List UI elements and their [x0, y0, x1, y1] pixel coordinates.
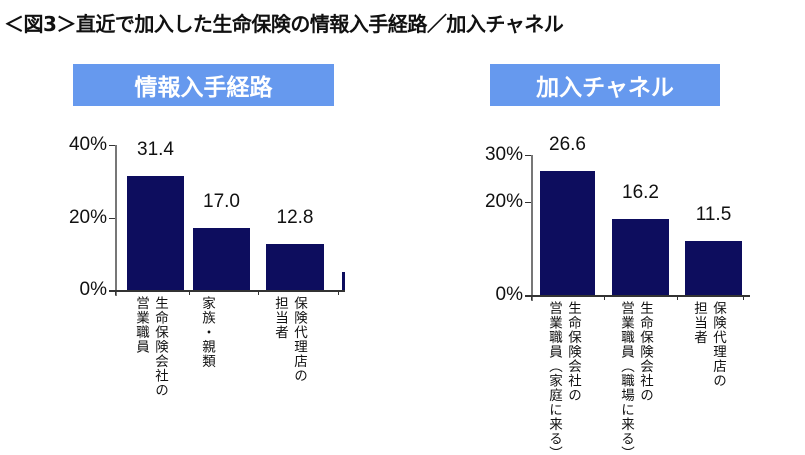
y-axis: [115, 145, 117, 296]
x-tick: [531, 295, 532, 300]
x-tick: [188, 290, 190, 295]
x-tick-label: 生命保険会社の 営業職員（職場に来る）: [618, 301, 653, 455]
data-label: 17.0: [203, 191, 240, 213]
x-tick-label: 生命保険会社の 営業職員（家庭に来る）: [546, 301, 581, 455]
y-tick-label: 40%: [68, 134, 107, 155]
y-tick-label: 0%: [495, 284, 523, 305]
data-label: 26.6: [549, 133, 586, 155]
y-tick-label: 0%: [79, 279, 107, 300]
figure-title: ＜図3＞直近で加入した生命保険の情報入手経路／加入チャネル: [4, 12, 564, 36]
x-tick: [677, 295, 678, 300]
y-tick: [109, 290, 115, 291]
x-tick: [743, 295, 744, 300]
chart-1-title-banner: 情報入手経路: [73, 64, 334, 106]
x-tick-label: 保険代理店の 担当者: [272, 296, 307, 383]
y-tick: [109, 145, 115, 146]
x-tick-label: 生命保険会社の 営業職員: [133, 296, 168, 398]
x-axis: [525, 295, 750, 297]
bar: [193, 228, 250, 290]
x-tick: [258, 290, 259, 295]
x-tick: [338, 290, 339, 295]
y-tick: [109, 217, 115, 219]
bar: [127, 176, 184, 290]
bar: [266, 243, 324, 290]
bar: [612, 219, 669, 295]
x-tick-label: 家族・親類: [199, 296, 215, 369]
data-label: 16.2: [622, 182, 659, 204]
y-tick: [525, 295, 531, 296]
y-tick-label: 30%: [484, 144, 523, 165]
data-label: 31.4: [137, 139, 174, 161]
bar-partial: [342, 272, 345, 290]
x-tick: [603, 295, 605, 300]
y-axis: [531, 155, 533, 301]
y-tick-label: 20%: [68, 206, 107, 228]
data-label: 12.8: [276, 206, 314, 228]
x-axis: [109, 290, 345, 292]
bar: [540, 170, 595, 295]
y-tick: [525, 201, 531, 203]
data-label: 11.5: [695, 204, 732, 226]
x-tick-label: 保険代理店の 担当者: [691, 301, 726, 388]
bar: [685, 241, 742, 295]
y-tick-label: 20%: [484, 190, 523, 212]
chart-2-title-banner: 加入チャネル: [490, 64, 720, 106]
x-tick: [115, 290, 116, 295]
y-tick: [525, 155, 531, 156]
